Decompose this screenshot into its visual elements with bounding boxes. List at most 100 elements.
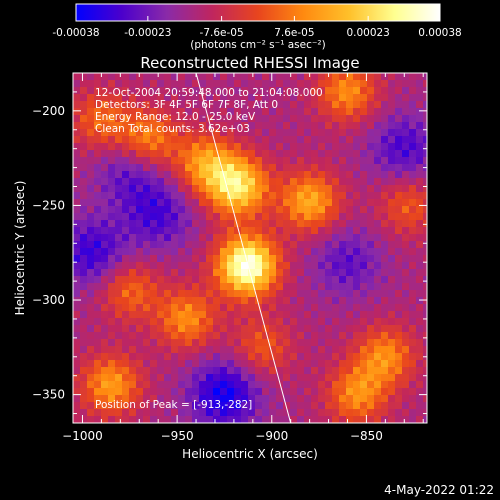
heatmap-cell xyxy=(339,136,346,143)
heatmap-cell xyxy=(178,346,185,353)
heatmap-cell xyxy=(388,290,395,297)
heatmap-cell xyxy=(367,325,374,332)
heatmap-cell xyxy=(199,241,206,248)
heatmap-cell xyxy=(94,80,101,87)
x-axis-label: Heliocentric X (arcsec) xyxy=(182,447,318,461)
heatmap-cell xyxy=(234,171,241,178)
heatmap-cell xyxy=(185,248,192,255)
heatmap-cell xyxy=(164,381,171,388)
heatmap-cell xyxy=(423,402,427,409)
heatmap-cell xyxy=(192,129,199,136)
heatmap-cell xyxy=(164,332,171,339)
heatmap-cell xyxy=(234,227,241,234)
heatmap-cell xyxy=(80,94,87,101)
heatmap-cell xyxy=(346,409,353,416)
heatmap-cell xyxy=(129,157,136,164)
heatmap-cell xyxy=(94,136,101,143)
heatmap-cell xyxy=(395,157,402,164)
heatmap-cell xyxy=(402,297,409,304)
heatmap-cell xyxy=(73,122,80,129)
heatmap-cell xyxy=(339,248,346,255)
heatmap-cell xyxy=(185,283,192,290)
heatmap-cell xyxy=(234,346,241,353)
heatmap-cell xyxy=(101,304,108,311)
heatmap-cell xyxy=(423,374,427,381)
heatmap-cell xyxy=(374,283,381,290)
heatmap-cell xyxy=(171,73,178,80)
heatmap-cell xyxy=(129,346,136,353)
heatmap-cell xyxy=(374,143,381,150)
heatmap-cell xyxy=(367,192,374,199)
heatmap-cell xyxy=(297,416,304,423)
heatmap-cell xyxy=(276,318,283,325)
heatmap-cell xyxy=(150,80,157,87)
heatmap-cell xyxy=(143,80,150,87)
heatmap-cell xyxy=(290,101,297,108)
heatmap-cell xyxy=(150,185,157,192)
heatmap-cell xyxy=(325,269,332,276)
heatmap-cell xyxy=(136,269,143,276)
heatmap-cell xyxy=(297,304,304,311)
colorbar-tick-label: 0.00038 xyxy=(418,27,461,39)
heatmap-cell xyxy=(80,395,87,402)
heatmap-cell xyxy=(73,115,80,122)
heatmap-cell xyxy=(192,318,199,325)
heatmap-cell xyxy=(185,94,192,101)
heatmap-cell xyxy=(423,318,427,325)
heatmap-cell xyxy=(304,339,311,346)
heatmap-cell xyxy=(318,157,325,164)
heatmap-cell xyxy=(346,150,353,157)
heatmap-cell xyxy=(276,122,283,129)
heatmap-cell xyxy=(290,353,297,360)
heatmap-cell xyxy=(157,206,164,213)
heatmap-cell xyxy=(227,248,234,255)
heatmap-cell xyxy=(164,416,171,423)
heatmap-cell xyxy=(164,234,171,241)
heatmap-cell xyxy=(297,241,304,248)
heatmap-cell xyxy=(199,108,206,115)
heatmap-cell xyxy=(255,185,262,192)
heatmap-cell xyxy=(213,199,220,206)
heatmap-cell xyxy=(80,346,87,353)
heatmap-cell xyxy=(276,255,283,262)
heatmap-cell xyxy=(388,353,395,360)
heatmap-cell xyxy=(80,234,87,241)
heatmap-cell xyxy=(227,374,234,381)
heatmap-cell xyxy=(136,290,143,297)
heatmap-cell xyxy=(213,220,220,227)
heatmap-cell xyxy=(206,416,213,423)
heatmap-cell xyxy=(395,297,402,304)
heatmap-cell xyxy=(234,234,241,241)
heatmap-cell xyxy=(311,304,318,311)
heatmap-cell xyxy=(164,220,171,227)
heatmap-cell xyxy=(304,234,311,241)
heatmap-cell xyxy=(213,213,220,220)
heatmap-cell xyxy=(262,360,269,367)
heatmap-cell xyxy=(402,290,409,297)
heatmap-cell xyxy=(73,339,80,346)
heatmap-cell xyxy=(192,213,199,220)
heatmap-cell xyxy=(227,381,234,388)
heatmap-cell xyxy=(353,80,360,87)
heatmap-cell xyxy=(409,150,416,157)
heatmap-cell xyxy=(220,395,227,402)
heatmap-cell xyxy=(213,157,220,164)
heatmap-cell xyxy=(395,220,402,227)
heatmap-cell xyxy=(234,206,241,213)
heatmap-cell xyxy=(423,206,427,213)
heatmap-cell xyxy=(276,129,283,136)
heatmap-cell xyxy=(150,164,157,171)
heatmap-cell xyxy=(255,157,262,164)
heatmap-cell xyxy=(87,227,94,234)
heatmap-cell xyxy=(136,227,143,234)
heatmap-cell xyxy=(388,199,395,206)
heatmap-cell xyxy=(94,150,101,157)
heatmap-cell xyxy=(136,122,143,129)
heatmap-cell xyxy=(255,129,262,136)
heatmap-cell xyxy=(311,122,318,129)
heatmap-cell xyxy=(276,304,283,311)
heatmap-cell xyxy=(213,346,220,353)
heatmap-cell xyxy=(311,374,318,381)
heatmap-cell xyxy=(339,290,346,297)
heatmap-cell xyxy=(178,199,185,206)
